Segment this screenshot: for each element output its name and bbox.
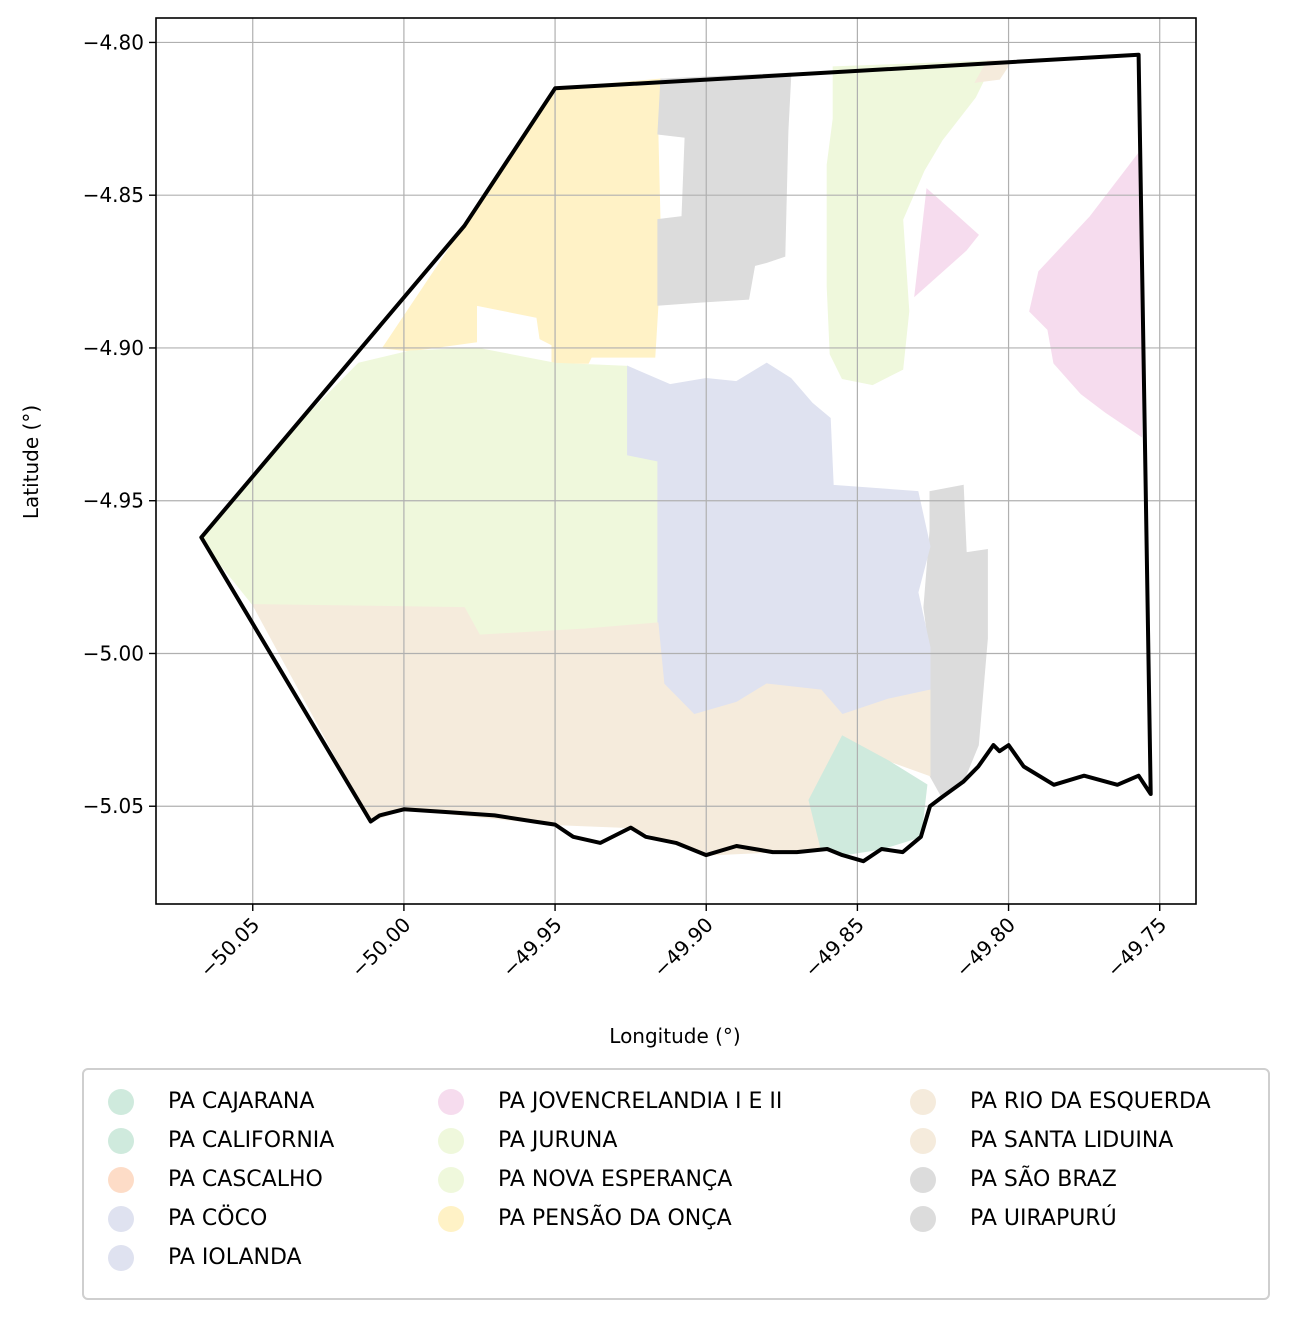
region-pa-sa-o-braz	[657, 72, 792, 306]
legend-marker-icon	[108, 1088, 134, 1115]
legend-label: PA CÖCO	[168, 1206, 268, 1231]
legend-item: PA JOVENCRELANDIA I E II	[414, 1082, 782, 1121]
grid-layer	[156, 18, 1196, 904]
legend-marker-icon	[108, 1127, 134, 1154]
legend-marker-icon	[108, 1166, 134, 1193]
legend-label: PA RIO DA ESQUERDA	[970, 1089, 1211, 1114]
legend-label: PA UIRAPURÚ	[970, 1206, 1117, 1231]
region-pa-pensa-o-da-onc-a	[381, 78, 662, 364]
x-tick-label: −49.85	[800, 913, 869, 982]
y-axis-label: Latitude (°)	[19, 405, 43, 519]
legend-item: PA CAJARANA	[84, 1082, 334, 1121]
y-tick-label: −5.00	[83, 641, 144, 665]
legend-marker-icon	[910, 1166, 936, 1193]
y-tick-label: −5.05	[83, 794, 144, 818]
legend-label: PA PENSÃO DA ONÇA	[498, 1206, 732, 1231]
legend-label: PA JOVENCRELANDIA I E II	[498, 1089, 783, 1114]
legend-marker-icon	[910, 1205, 936, 1232]
map-figure: −50.05 −50.00 −49.95 −49.90 −49.85 −49.80 −49.…	[19, 17, 1197, 1048]
legend-label: PA CASCALHO	[168, 1167, 323, 1192]
x-tick-label: −50.05	[195, 913, 264, 982]
y-tick-label: −4.95	[83, 489, 144, 513]
legend-item: PA SANTA LIDUINA	[886, 1121, 1211, 1160]
y-tick-label: −4.80	[83, 30, 144, 54]
region-pa-nova-esperanc-a	[200, 347, 659, 636]
region-pa-jovencrelandia-i-e-ii	[914, 188, 979, 298]
x-axis-label: Longitude (°)	[609, 1024, 740, 1048]
region-pa-iolanda	[627, 362, 931, 716]
legend-marker-icon	[108, 1205, 134, 1232]
x-tick-label: −49.90	[648, 913, 717, 982]
legend-marker-icon	[438, 1127, 464, 1154]
legend-column-3: PA RIO DA ESQUERDA PA SANTA LIDUINA PA SÃO…	[886, 1082, 1211, 1238]
y-axis-ticks: −4.80 −4.85 −4.90 −4.95 −5.00 −5.05	[83, 30, 156, 818]
legend-marker-icon	[438, 1166, 464, 1193]
legend-marker-icon	[438, 1205, 464, 1232]
plot-frame	[155, 17, 1197, 905]
y-tick-label: −4.90	[83, 336, 144, 360]
legend-item: PA UIRAPURÚ	[886, 1199, 1211, 1238]
x-tick-label: −50.00	[346, 913, 415, 982]
legend-label: PA SANTA LIDUINA	[970, 1128, 1174, 1153]
legend-item: PA NOVA ESPERANÇA	[414, 1160, 782, 1199]
municipality-boundary	[199, 52, 1153, 864]
legend-column-2: PA JOVENCRELANDIA I E II PA JURUNA PA NOVA…	[414, 1082, 782, 1238]
legend-label: PA NOVA ESPERANÇA	[498, 1167, 733, 1192]
legend-item: PA CASCALHO	[84, 1160, 334, 1199]
legend-label: PA IOLANDA	[168, 1245, 302, 1270]
x-tick-label: −49.95	[497, 913, 566, 982]
legend-marker-icon	[438, 1088, 464, 1115]
legend-marker-icon	[108, 1244, 134, 1271]
legend-item: PA PENSÃO DA ONÇA	[414, 1199, 782, 1238]
legend-label: PA CALIFORNIA	[168, 1128, 335, 1153]
legend-column-1: PA CAJARANA PA CALIFORNIA PA CASCALHO PA CÖ…	[84, 1082, 334, 1277]
x-tick-label: −49.80	[951, 913, 1020, 982]
legend-item: PA RIO DA ESQUERDA	[886, 1082, 1211, 1121]
legend-marker-icon	[910, 1088, 936, 1115]
legend: PA CAJARANA PA CALIFORNIA PA CASCALHO PA CÖ…	[82, 1068, 1270, 1300]
legend-label: PA JURUNA	[498, 1128, 618, 1153]
boundary-layer	[199, 52, 1153, 864]
legend-label: PA CAJARANA	[168, 1089, 315, 1114]
legend-item: PA JURUNA	[414, 1121, 782, 1160]
legend-marker-icon	[910, 1127, 936, 1154]
legend-label: PA SÃO BRAZ	[970, 1167, 1117, 1192]
x-tick-label: −49.75	[1102, 913, 1171, 982]
regions-layer	[200, 60, 1143, 856]
legend-item: PA SÃO BRAZ	[886, 1160, 1211, 1199]
legend-item: PA CALIFORNIA	[84, 1121, 334, 1160]
region-pa-juruna	[826, 60, 995, 386]
legend-item: PA IOLANDA	[84, 1238, 334, 1277]
x-axis-ticks: −50.05 −50.00 −49.95 −49.90 −49.85 −49.80 −49.…	[195, 904, 1171, 982]
region-pa-uirapuru	[923, 484, 988, 798]
region-pa-jovencrelandia-i-e-ii	[1029, 147, 1143, 438]
legend-item: PA CÖCO	[84, 1199, 334, 1238]
y-tick-label: −4.85	[83, 183, 144, 207]
